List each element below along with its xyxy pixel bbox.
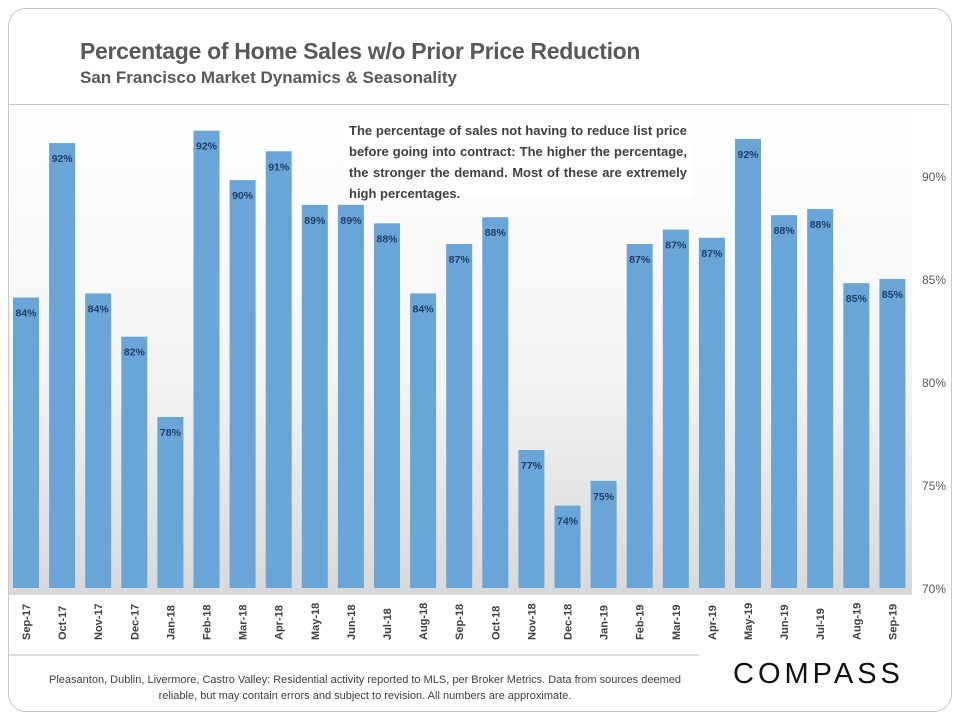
data-label: 87% [701, 248, 723, 260]
x-tick-label: May-18 [310, 603, 322, 640]
bar [843, 283, 870, 588]
data-label: 78% [160, 427, 182, 439]
bar [410, 293, 437, 588]
x-tick-label: Jul-18 [382, 608, 394, 640]
x-tick-label: May-19 [743, 603, 755, 640]
x-tick-label: Mar-18 [238, 605, 250, 640]
data-label: 88% [376, 233, 398, 245]
bar [590, 480, 617, 588]
bar [157, 417, 184, 588]
data-label: 87% [629, 254, 651, 266]
x-tick-label: Mar-19 [671, 605, 683, 640]
x-tick-label: Jun-19 [779, 605, 791, 640]
data-label: 88% [810, 219, 832, 231]
bar [193, 130, 220, 588]
data-label: 85% [846, 293, 868, 305]
x-tick-label: Feb-19 [635, 605, 647, 640]
data-label: 84% [88, 303, 110, 315]
data-label: 84% [15, 308, 37, 320]
compass-logo: COMPASS [733, 658, 904, 690]
y-tick-label: 80% [922, 376, 946, 390]
data-label: 90% [232, 190, 254, 202]
x-tick-label: Sep-17 [21, 604, 33, 640]
bar [49, 143, 76, 589]
x-tick-label: Jul-19 [815, 608, 827, 640]
x-tick-label: Oct-18 [490, 606, 502, 640]
data-label: 92% [737, 149, 759, 161]
data-label: 87% [665, 240, 687, 252]
data-label: 89% [340, 215, 362, 227]
bar [626, 243, 653, 589]
x-tick-label: Jan-19 [599, 605, 611, 640]
bar [698, 237, 725, 589]
data-label: 88% [774, 225, 796, 237]
bar [735, 138, 761, 589]
data-label: 91% [268, 161, 290, 173]
bar [446, 243, 473, 589]
bar [771, 215, 798, 588]
data-label: 77% [521, 460, 543, 472]
data-label: 92% [52, 153, 74, 165]
bar [13, 297, 39, 588]
y-tick-label: 70% [922, 582, 946, 596]
x-tick-label: Apr-19 [707, 605, 719, 640]
bar [301, 204, 328, 588]
data-label: 75% [593, 491, 615, 503]
bar [337, 204, 364, 588]
data-label: 82% [124, 347, 146, 359]
data-label: 84% [413, 303, 435, 315]
bar [374, 223, 400, 588]
data-label: 88% [485, 227, 507, 239]
x-tick-label: Dec-17 [129, 604, 141, 640]
data-label: 74% [557, 516, 579, 528]
x-tick-label: Jan-18 [165, 605, 177, 640]
bar [662, 229, 689, 588]
x-tick-label: Nov-17 [93, 603, 105, 640]
x-tick-label: Apr-18 [274, 605, 286, 640]
y-tick-label: 90% [922, 170, 946, 184]
x-tick-label: Dec-18 [563, 604, 575, 640]
bar [518, 449, 545, 588]
data-label: 89% [304, 215, 326, 227]
bar [879, 279, 906, 588]
data-label: 87% [449, 254, 471, 266]
x-tick-label: Sep-19 [887, 604, 899, 640]
bar [807, 208, 834, 588]
x-tick-label: Nov-18 [526, 603, 538, 640]
x-tick-label: Oct-17 [57, 606, 69, 640]
x-tick-label: Jun-18 [346, 605, 358, 640]
divider [9, 104, 949, 105]
chart-title: Percentage of Home Sales w/o Prior Price… [80, 38, 641, 64]
footer-divider [9, 654, 699, 656]
bar [121, 336, 148, 588]
annotation-box: The percentage of sales not having to re… [343, 118, 693, 201]
y-tick-label: 85% [922, 273, 946, 287]
data-label: 92% [196, 141, 218, 153]
x-tick-label: Sep-18 [454, 604, 466, 640]
x-tick-label: Aug-19 [851, 603, 863, 640]
x-tick-label: Aug-18 [418, 603, 430, 640]
bar [229, 180, 256, 588]
x-tick-label: Feb-18 [202, 605, 214, 640]
footer-note: Pleasanton, Dublin, Livermore, Castro Va… [49, 674, 681, 702]
y-tick-label: 75% [922, 479, 946, 493]
bar [85, 293, 112, 588]
bar [482, 217, 509, 588]
data-label: 85% [882, 289, 904, 301]
chart-subtitle: San Francisco Market Dynamics & Seasonal… [80, 68, 457, 87]
bar [554, 505, 581, 588]
bar [265, 151, 292, 588]
